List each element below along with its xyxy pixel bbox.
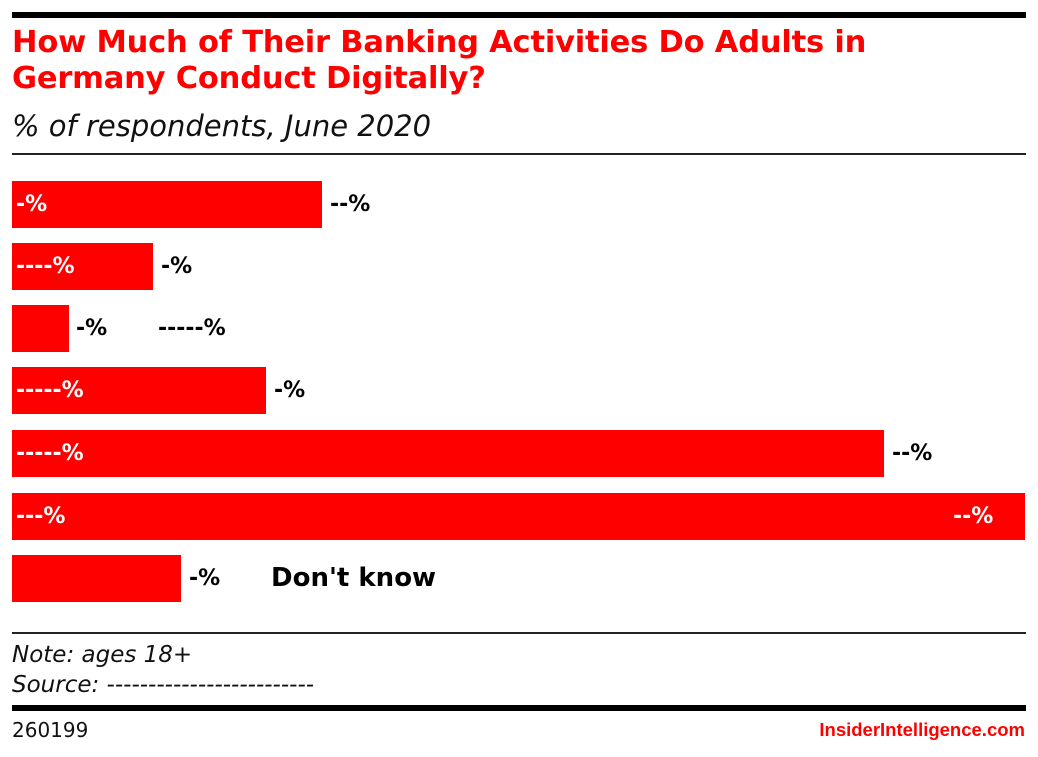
bar-row: -% -----% bbox=[12, 305, 1026, 352]
chart-subtitle: % of respondents, June 2020 bbox=[12, 109, 432, 143]
chart-title: How Much of Their Banking Activities Do … bbox=[12, 25, 867, 96]
note-text: Note: ages 18+ bbox=[12, 642, 193, 668]
bar-category-label: ---% bbox=[16, 504, 66, 529]
top-rule bbox=[12, 12, 1026, 18]
bar-value-label: --% bbox=[330, 192, 371, 217]
bar-category-label: -----% bbox=[158, 316, 226, 341]
footnote: Note: ages 18+ Source: -----------------… bbox=[12, 640, 314, 700]
bar bbox=[12, 367, 266, 414]
chart-id: 260199 bbox=[12, 718, 89, 742]
bar bbox=[12, 430, 884, 477]
bar-category-label: Don't know bbox=[271, 563, 437, 593]
bar-row: -% --% bbox=[12, 181, 1026, 228]
bar-category-label: -----% bbox=[16, 378, 84, 403]
bar-category-label: -----% bbox=[16, 441, 84, 466]
bottom-rule bbox=[12, 705, 1026, 711]
bar-value-label: -% bbox=[76, 316, 108, 341]
bar-row: -----% -% bbox=[12, 367, 1026, 414]
footer-divider bbox=[12, 632, 1026, 634]
bar-category-label: -% bbox=[16, 192, 48, 217]
bar-row: ----% -% bbox=[12, 243, 1026, 290]
bar-value-label: -% bbox=[161, 254, 193, 279]
bar-value-label: --% bbox=[892, 441, 933, 466]
bar-row: ---% --% bbox=[12, 493, 1026, 540]
bar-row: -% Don't know bbox=[12, 555, 1026, 602]
bar-value-label: --% bbox=[953, 504, 994, 529]
bar bbox=[12, 243, 153, 290]
bar bbox=[12, 555, 181, 602]
bar-category-label: ----% bbox=[16, 254, 75, 279]
header-divider bbox=[12, 153, 1026, 155]
bar-value-label: -% bbox=[189, 566, 221, 591]
bar-value-label: -% bbox=[274, 378, 306, 403]
bar-row: -----% --% bbox=[12, 430, 1026, 477]
bar bbox=[12, 305, 69, 352]
brand-link[interactable]: InsiderIntelligence.com bbox=[819, 719, 1025, 740]
bar bbox=[12, 181, 322, 228]
bar bbox=[12, 493, 1025, 540]
source-text: Source: ------------------------- bbox=[12, 672, 315, 698]
